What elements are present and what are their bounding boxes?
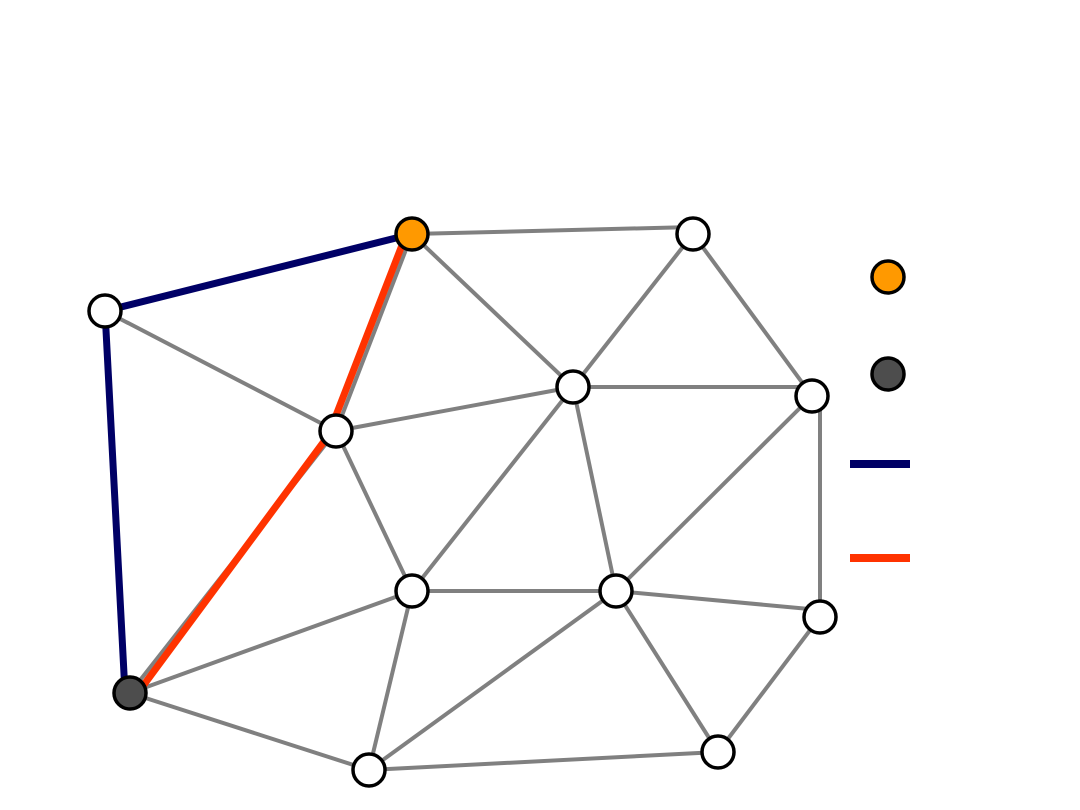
edge: [411, 225, 694, 236]
edge: [614, 394, 814, 593]
edge: [691, 232, 814, 398]
edges: [104, 225, 822, 772]
node: [87, 293, 123, 329]
edge: [571, 232, 695, 389]
edge: [367, 590, 414, 771]
edge: [334, 233, 414, 432]
nodes: [87, 216, 838, 788]
node: [802, 599, 838, 635]
blue-path: [101, 230, 413, 694]
edge: [367, 589, 618, 772]
node: [700, 734, 736, 770]
edge: [335, 385, 574, 433]
node: [598, 573, 634, 609]
node: [794, 378, 830, 414]
edge: [571, 386, 618, 592]
legend: [850, 259, 910, 562]
path-line: [101, 230, 413, 694]
edge: [129, 589, 413, 695]
edge: [410, 385, 575, 593]
edge: [129, 691, 370, 772]
edge: [334, 430, 414, 592]
legend-start-marker: [870, 259, 906, 295]
node: [394, 573, 430, 609]
end-node: [112, 675, 148, 711]
node: [675, 216, 711, 252]
legend-end-marker: [870, 356, 906, 392]
path-line: [137, 238, 408, 693]
node: [351, 752, 387, 788]
start-node: [394, 216, 430, 252]
edge: [716, 615, 822, 754]
edge: [410, 232, 575, 389]
red-path: [137, 238, 408, 693]
edge: [368, 750, 719, 772]
edge: [614, 589, 720, 754]
node: [318, 413, 354, 449]
edge: [104, 309, 337, 433]
edge: [615, 589, 821, 612]
node: [555, 369, 591, 405]
